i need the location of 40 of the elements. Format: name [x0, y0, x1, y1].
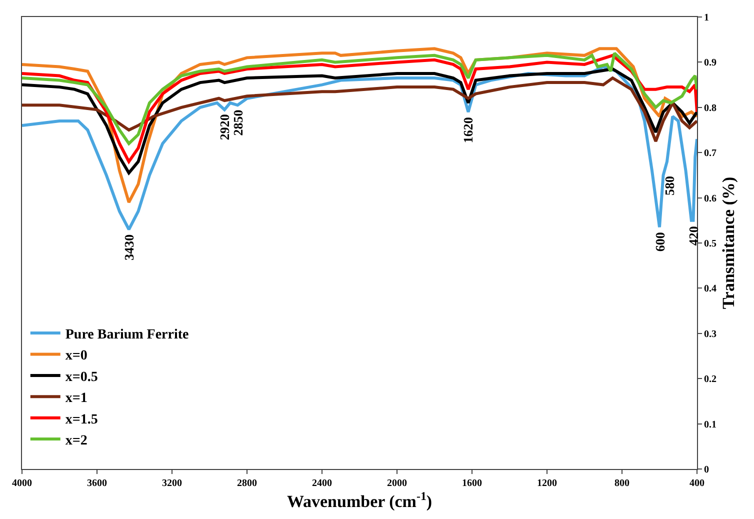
line-series — [22, 76, 697, 143]
y-tick-label: 0.8 — [704, 102, 716, 114]
legend-label: Pure Barium Ferrite — [65, 328, 189, 342]
annotation: 1620 — [460, 117, 476, 144]
y-axis-title: Transmitance (%) — [718, 176, 738, 310]
line-series — [22, 52, 697, 146]
y-tick-label: 0.1 — [704, 419, 716, 430]
x-axis-title: Wavenumber (cm$^{-1}$) — [286, 489, 432, 512]
x-tick-label: 800 — [614, 478, 630, 489]
legend-label: x=0 — [65, 348, 88, 364]
x-tick-label: 400 — [690, 478, 704, 489]
legend-label: x=0.5 — [65, 370, 98, 385]
annotation: 600 — [652, 232, 668, 252]
x-tick-label: 1600 — [462, 478, 482, 489]
x-tick-label: 1200 — [537, 478, 557, 489]
annotation: 2920 — [216, 114, 232, 140]
legend-label: x=2 — [65, 434, 88, 448]
y-tick-label: 0 — [704, 464, 709, 476]
legend-label: x=1.5 — [65, 412, 98, 428]
y-tick-label: 0.5 — [704, 238, 716, 250]
x-tick-label: 3200 — [162, 478, 182, 489]
x-tick-label: 2000 — [387, 478, 407, 489]
x-tick-label: 3600 — [87, 478, 107, 489]
annotation: 420 — [686, 226, 701, 246]
legend-label: x=1 — [65, 391, 88, 406]
y-tick-label: 0.7 — [704, 148, 716, 160]
x-tick-label: 2800 — [237, 478, 257, 489]
annotation: 2850 — [230, 110, 246, 136]
y-tick-label: 0.4 — [704, 284, 716, 295]
annotation: 3430 — [121, 234, 136, 260]
y-tick-label: 0.9 — [704, 58, 716, 69]
line-series — [22, 67, 697, 174]
x-tick-label: 2400 — [312, 478, 332, 489]
annotation: 580 — [662, 176, 678, 196]
line-series — [22, 54, 697, 164]
y-tick-label: 1 — [704, 12, 709, 24]
x-tick-label: 4000 — [12, 478, 32, 489]
y-tick-label: 0.2 — [704, 374, 716, 386]
y-tick-label: 0.3 — [704, 328, 716, 340]
y-tick-label: 0.6 — [704, 193, 716, 204]
